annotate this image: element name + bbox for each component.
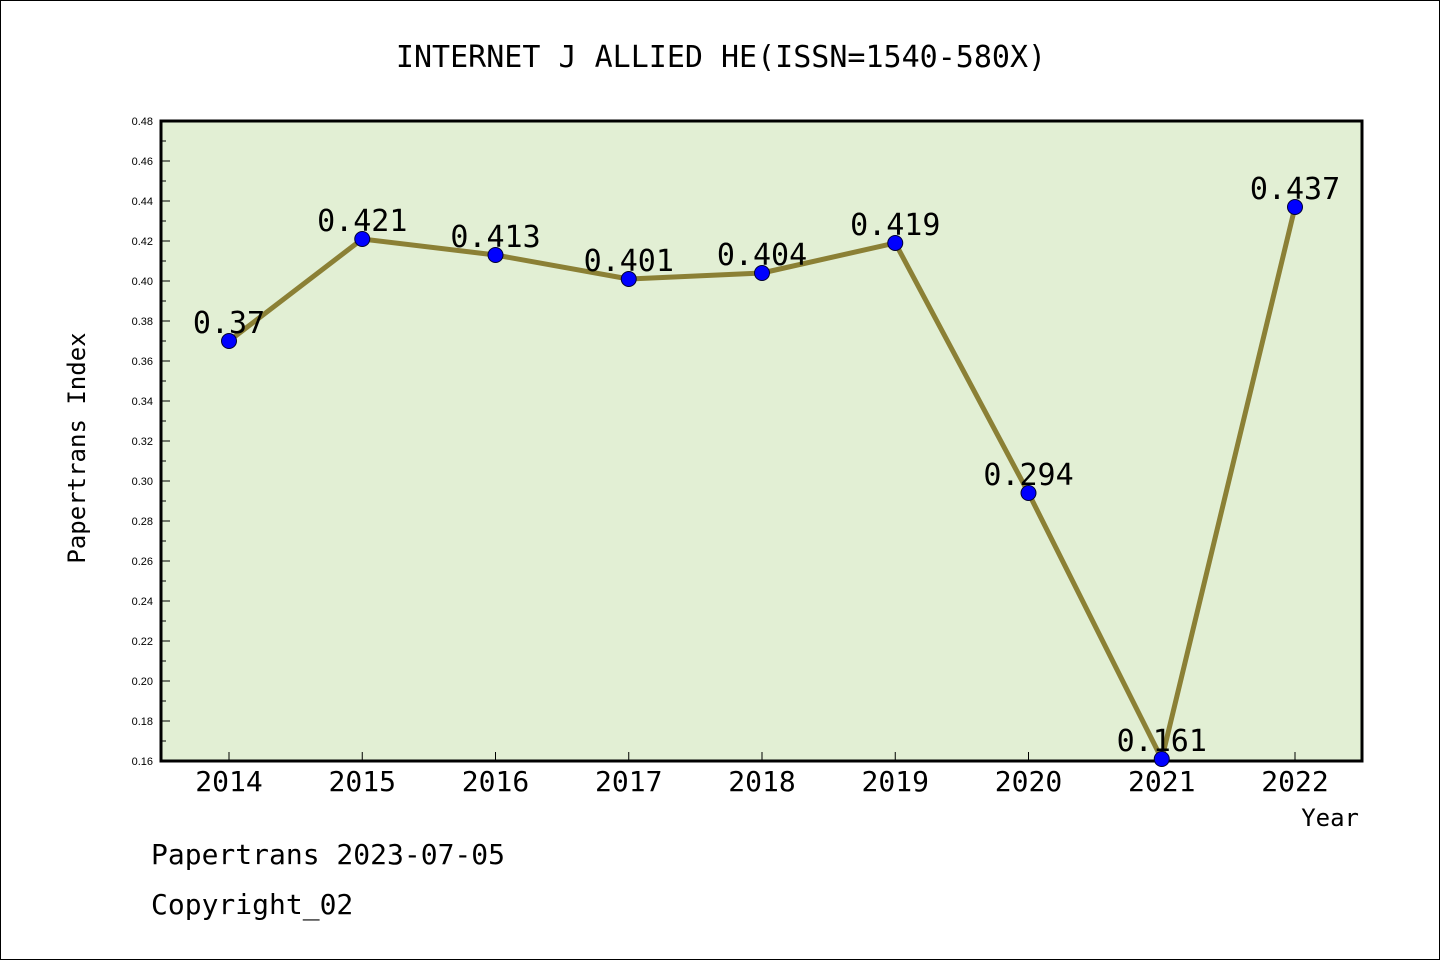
data-labels-group: 0.37 0.421 0.413 0.401 0.404 0.419 0.294 0.161 0… — [193, 172, 1340, 759]
plot-area — [159, 119, 1364, 763]
y-axis-label: Papertrans Index — [63, 332, 91, 563]
data-label-2014: 0.37 — [193, 306, 265, 341]
data-point-2021 — [1153, 751, 1170, 767]
data-label-2017: 0.401 — [584, 244, 674, 279]
series-line-group — [221, 199, 1303, 767]
footer-copyright: Copyright_02 — [151, 888, 353, 922]
y-tick-label: 0.18 — [132, 716, 153, 728]
y-tick-label: 0.26 — [132, 556, 153, 568]
x-tick-label: 2017 — [595, 765, 662, 798]
x-tick-label: 2014 — [195, 765, 262, 798]
y-axis: 0.16 0.18 0.20 0.22 0.24 0.26 0.28 0.30 0.32 0.34… — [132, 116, 170, 768]
data-point-2019 — [887, 235, 904, 251]
data-label-2018: 0.404 — [717, 238, 807, 273]
y-tick-label: 0.42 — [132, 236, 153, 248]
x-tick-label: 2016 — [462, 765, 529, 798]
data-point-2014 — [221, 333, 237, 349]
data-point-2022 — [1287, 199, 1303, 215]
data-point-2018 — [754, 265, 770, 281]
data-point-2016 — [487, 247, 504, 263]
y-tick-label: 0.20 — [132, 676, 153, 688]
y-tick-label: 0.44 — [132, 196, 153, 208]
data-label-2016: 0.413 — [450, 220, 540, 255]
y-tick-label: 0.30 — [132, 476, 153, 488]
y-tick-label: 0.34 — [132, 396, 153, 408]
x-tick-label: 2019 — [862, 765, 929, 798]
x-tick-label: 2020 — [995, 765, 1062, 798]
x-tick-label: 2018 — [728, 765, 795, 798]
data-label-2021: 0.161 — [1117, 724, 1207, 759]
data-point-2017 — [620, 271, 637, 287]
y-tick-label: 0.36 — [132, 356, 153, 368]
y-tick-label: 0.38 — [132, 316, 153, 328]
y-tick-label: 0.46 — [132, 156, 153, 168]
x-tick-label: 2015 — [329, 765, 396, 798]
footer-date: Papertrans 2023-07-05 — [151, 838, 505, 871]
y-tick-label: 0.40 — [132, 276, 153, 288]
y-tick-label: 0.48 — [132, 116, 153, 128]
y-tick-label: 0.24 — [132, 596, 153, 608]
data-label-2022: 0.437 — [1250, 172, 1340, 207]
data-point-2020 — [1020, 485, 1037, 501]
y-tick-label: 0.22 — [132, 636, 153, 648]
data-label-2019: 0.419 — [850, 208, 940, 243]
y-tick-label: 0.16 — [132, 756, 153, 768]
y-tick-label: 0.32 — [132, 436, 153, 448]
x-tick-label: 2021 — [1128, 765, 1195, 798]
x-axis: 2014 2015 2016 2017 2018 2019 2020 2021 2022 — [195, 752, 1329, 798]
y-tick-label: 0.28 — [132, 516, 153, 528]
chart-title: INTERNET J ALLIED HE(ISSN=1540-580X) — [396, 40, 1046, 75]
x-tick-label: 2022 — [1261, 765, 1328, 798]
data-label-2015: 0.421 — [317, 204, 407, 239]
data-label-2020: 0.294 — [983, 458, 1073, 493]
data-point-2015 — [354, 231, 371, 247]
x-axis-label: Year — [1301, 804, 1359, 832]
